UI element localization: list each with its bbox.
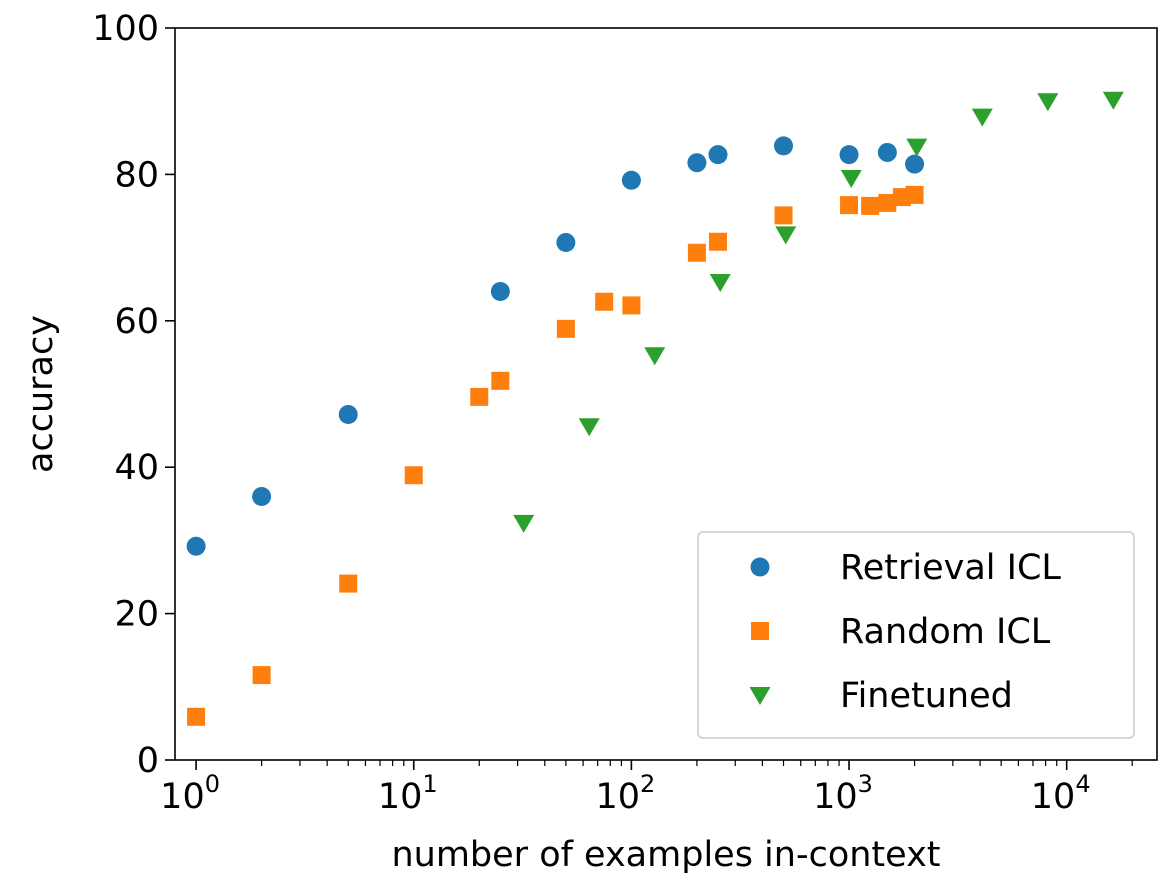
data-point — [470, 387, 489, 406]
data-point — [621, 170, 641, 190]
data-point — [905, 185, 924, 204]
data-point — [1102, 91, 1124, 110]
legend-marker — [749, 687, 771, 705]
x-tick-label: 100 — [160, 770, 220, 817]
legend-label: Random ICL — [840, 612, 1051, 652]
data-point — [878, 193, 897, 212]
legend-marker — [750, 557, 770, 577]
series-circle — [186, 136, 925, 556]
data-point — [708, 232, 727, 251]
series-square — [187, 185, 924, 726]
data-point — [877, 142, 897, 162]
legend-box — [697, 531, 1135, 739]
data-point — [839, 145, 859, 165]
y-tick-label: 60 — [114, 302, 159, 342]
data-point — [775, 226, 797, 245]
data-point — [708, 145, 728, 165]
data-point — [490, 282, 510, 302]
data-point — [556, 232, 576, 252]
data-point — [971, 108, 993, 127]
legend: Retrieval ICL Random ICL Finetuned — [697, 531, 1135, 739]
data-point — [622, 296, 641, 315]
data-point — [774, 136, 794, 156]
data-point — [774, 206, 793, 225]
legend-marker — [751, 622, 769, 640]
data-point — [595, 292, 614, 311]
data-point — [338, 404, 358, 424]
x-tick-label: 102 — [595, 770, 655, 817]
y-axis: 0 20 40 60 80 100 — [92, 9, 175, 781]
x-axis: 100 101 102 103 104 — [160, 760, 1133, 817]
data-point — [252, 486, 272, 506]
data-point — [840, 196, 859, 215]
y-tick-label: 40 — [114, 448, 159, 488]
y-tick-label: 100 — [92, 9, 159, 49]
data-point — [906, 138, 928, 157]
data-point — [491, 371, 510, 390]
data-point — [186, 536, 206, 556]
legend-label: Finetuned — [840, 676, 1013, 716]
data-point — [687, 153, 707, 173]
series-triangle-down — [513, 91, 1124, 533]
y-tick-label: 80 — [114, 155, 159, 195]
plot-frame — [174, 27, 1158, 761]
x-tick-label: 101 — [378, 770, 438, 817]
legend-label: Retrieval ICL — [840, 548, 1061, 588]
y-axis-label: accuracy — [21, 315, 61, 473]
data-point — [513, 514, 535, 533]
data-point — [1037, 93, 1059, 112]
data-point — [252, 666, 271, 685]
y-tick-label: 20 — [114, 595, 159, 635]
data-point — [644, 347, 666, 366]
x-axis-label: number of examples in-context — [391, 835, 940, 874]
data-point — [578, 418, 600, 437]
y-tick-label: 0 — [137, 741, 159, 781]
data-point — [905, 154, 925, 174]
data-point — [709, 274, 731, 293]
x-tick-label: 104 — [1031, 770, 1091, 817]
data-point — [861, 196, 880, 215]
data-point — [404, 466, 423, 485]
data-point — [840, 170, 862, 189]
data-point — [687, 243, 706, 262]
x-tick-label: 103 — [813, 770, 873, 817]
data-point — [339, 574, 358, 593]
data-marks — [186, 91, 1124, 726]
data-point — [187, 707, 206, 726]
data-point — [556, 319, 575, 338]
